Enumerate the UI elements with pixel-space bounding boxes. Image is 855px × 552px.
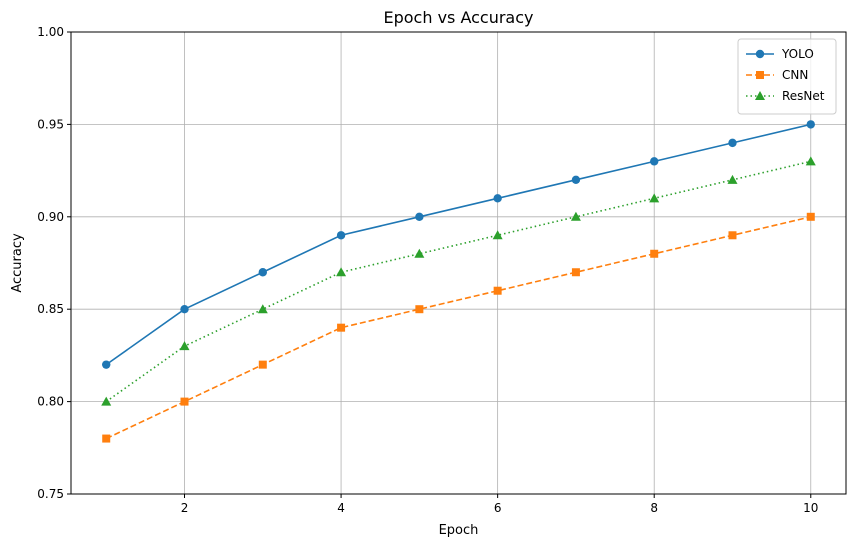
yolo-point (650, 157, 659, 166)
legend-item-yolo: YOLO (746, 47, 814, 61)
legend-label-resnet: ResNet (782, 89, 825, 103)
plot-area-frame (70, 31, 847, 495)
x-axis-label: Epoch (439, 523, 479, 538)
legend-label-cnn: CNN (782, 68, 808, 82)
legend-marker-yolo (755, 49, 765, 59)
legend-marker-cnn (756, 71, 764, 79)
cnn-line (105, 216, 811, 440)
yolo-point (102, 360, 111, 369)
yolo-point (336, 231, 346, 240)
resnet-point (727, 174, 738, 184)
y-tick-label: 0.95 (37, 117, 64, 131)
x-tick-label: 4 (337, 501, 345, 515)
resnet-line (105, 160, 811, 403)
cnn-point (806, 212, 815, 221)
x-tick-label: 2 (181, 501, 189, 515)
y-tick-label: 1.00 (37, 25, 64, 39)
yolo-point (493, 194, 502, 203)
y-tick-label: 0.85 (37, 302, 64, 316)
series-yolo (102, 120, 815, 369)
cnn-point (728, 231, 737, 240)
resnet-point (336, 267, 347, 277)
legend-label-yolo: YOLO (781, 47, 814, 61)
x-tick-label: 6 (494, 501, 502, 515)
resnet-point (257, 304, 268, 314)
cnn-point (650, 249, 659, 258)
cnn-point (258, 360, 267, 369)
y-tick-label: 0.90 (37, 210, 64, 224)
legend-box (737, 38, 837, 115)
cnn-point (337, 323, 346, 332)
resnet-point (492, 230, 503, 240)
y-axis-label: Accuracy (10, 233, 25, 293)
yolo-point (258, 268, 267, 277)
series-layer (101, 120, 816, 443)
y-tick-label: 0.80 (37, 395, 64, 409)
legend-item-cnn: CNN (746, 68, 808, 82)
x-tick-label: 10 (803, 501, 818, 515)
resnet-point (570, 211, 581, 221)
resnet-point (414, 248, 425, 258)
grid-layer (71, 31, 846, 495)
legend-marker-resnet (755, 91, 765, 100)
yolo-point (571, 175, 581, 185)
cnn-point (415, 305, 424, 314)
yolo-point (180, 305, 189, 314)
chart-title: Epoch vs Accuracy (383, 8, 533, 27)
yolo-point (806, 120, 815, 129)
legend-item-resnet: ResNet (746, 89, 825, 103)
resnet-point (805, 156, 816, 166)
series-resnet (101, 156, 816, 406)
yolo-point (415, 212, 424, 221)
cnn-point (493, 286, 502, 295)
legend: YOLO CNN ResNet (737, 38, 837, 115)
resnet-point (649, 193, 660, 203)
tick-layer: 2 4 6 8 10 0.75 0.80 0.85 0.90 0.95 1.00 (37, 25, 818, 515)
yolo-line (105, 123, 811, 366)
series-cnn (102, 212, 815, 443)
cnn-point (571, 268, 580, 277)
yolo-point (728, 138, 737, 148)
cnn-point (180, 397, 189, 406)
x-tick-label: 8 (650, 501, 658, 515)
resnet-point (101, 396, 112, 406)
resnet-point (179, 341, 190, 351)
y-tick-label: 0.75 (37, 487, 64, 501)
cnn-point (102, 434, 111, 443)
